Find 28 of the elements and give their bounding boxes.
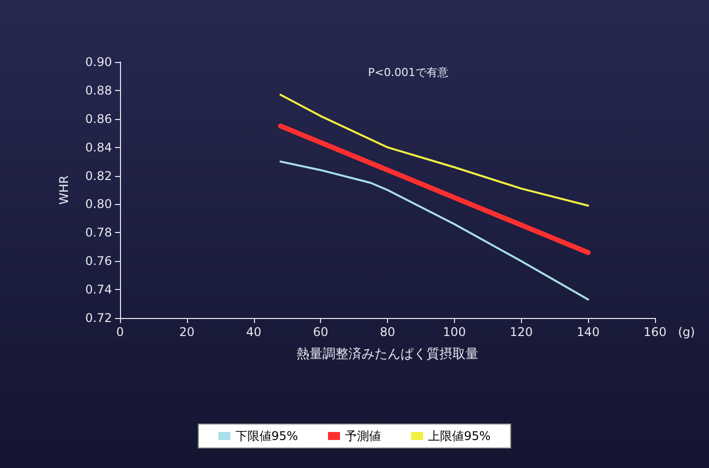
- x-tick-label: 20: [179, 325, 195, 339]
- y-tick-label: 0.88: [85, 83, 112, 98]
- y-axis-title: WHR: [57, 175, 71, 205]
- y-tick-label: 0.74: [85, 282, 112, 297]
- x-tick-label: 100: [442, 325, 466, 339]
- legend-label: 予測値: [345, 429, 381, 443]
- y-tick-label: 0.84: [85, 140, 112, 154]
- y-tick-label: 0.80: [85, 197, 112, 212]
- y-tick-label: 0.78: [85, 226, 112, 240]
- x-tick-label: 60: [312, 325, 328, 339]
- y-tick-label: 0.82: [85, 168, 112, 183]
- y-tick-label: 0.90: [85, 55, 112, 69]
- x-tick-label: 140: [576, 325, 600, 339]
- text: (g): [678, 325, 695, 339]
- legend-label: 下限値95%: [235, 429, 298, 443]
- x-tick-label: 0: [116, 325, 124, 339]
- annotation: P<0.001で有意: [368, 66, 448, 79]
- legend-label: 上限値95%: [428, 429, 491, 443]
- x-tick-label: 80: [380, 325, 396, 339]
- x-tick-label: 40: [246, 325, 262, 339]
- x-tick-label: 160: [644, 325, 666, 339]
- y-tick-label: 0.86: [85, 112, 112, 126]
- y-tick-label: 0.76: [85, 254, 112, 268]
- line-series: [280, 160, 590, 301]
- y-tick-label: 0.72: [85, 311, 112, 325]
- line-series: [280, 94, 590, 207]
- x-tick-label: 120: [510, 325, 533, 339]
- x-axis-title: 熱量調整済みたんぱく質摂取量: [296, 346, 478, 362]
